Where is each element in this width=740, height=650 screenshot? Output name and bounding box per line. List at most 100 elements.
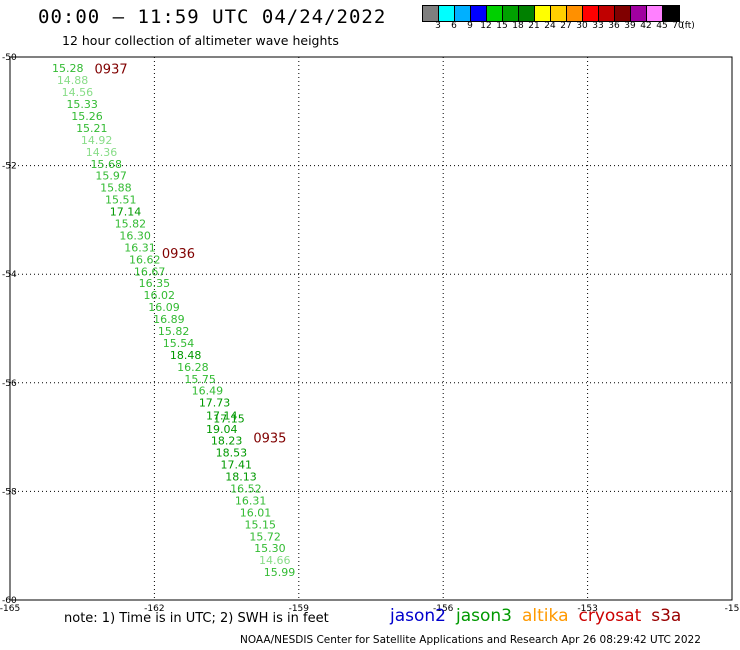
wave-height-label: 18.53 (216, 447, 248, 460)
wave-height-label: 15.33 (66, 98, 98, 111)
x-tick-label: -162 (144, 604, 164, 614)
wave-height-label: 15.75 (184, 373, 216, 386)
wave-height-label: 16.52 (230, 482, 262, 495)
wave-height-label: 17.14 (110, 206, 142, 219)
wave-height-label: 16.49 (192, 385, 224, 398)
legend-label: 70 (672, 21, 684, 31)
legend-label: 3 (435, 21, 441, 31)
legend-swatch (471, 6, 487, 21)
legend-swatch (423, 6, 439, 21)
wave-height-label: 16.31 (124, 241, 156, 254)
footnote: note: 1) Time is in UTC; 2) SWH is in fe… (64, 611, 329, 626)
legend-label: 6 (451, 21, 457, 31)
wave-height-label: 16.02 (143, 289, 175, 302)
legend-label: (ft) (681, 21, 695, 31)
legend-label: 27 (560, 21, 572, 31)
legend-label: 12 (480, 21, 492, 31)
legend-swatch (439, 6, 455, 21)
plot-frame (9, 56, 733, 601)
wave-height-label: 15.88 (100, 182, 132, 195)
legend-swatch (599, 6, 615, 21)
wave-height-label: 15.21 (76, 122, 108, 135)
satellite-altika: altika (522, 606, 569, 626)
legend-swatch (535, 6, 551, 21)
legend-swatch (583, 6, 599, 21)
legend-label: 33 (592, 21, 604, 31)
chart-title: 00:00 – 11:59 UTC 04/24/2022 (38, 6, 387, 28)
wave-height-label: 16.09 (148, 301, 180, 314)
legend-swatch (551, 6, 567, 21)
wave-height-label: 15.28 (52, 62, 84, 75)
wave-height-label: 15.26 (71, 110, 103, 123)
pass-time-label: 0936 (162, 247, 195, 262)
credit-line: NOAA/NESDIS Center for Satellite Applica… (240, 634, 701, 646)
y-tick-label: -58 (2, 487, 17, 497)
legend-swatch (663, 6, 679, 21)
wave-height-label: 16.67 (134, 265, 166, 278)
wave-height-label: 17.15 (213, 412, 245, 425)
satellite-jason2: jason2 (390, 606, 446, 626)
x-tick-label: -156 (433, 604, 454, 614)
wave-height-label: 15.54 (163, 337, 195, 350)
wave-height-label: 14.92 (81, 134, 113, 147)
wave-height-label: 15.82 (115, 218, 147, 231)
wave-height-label: 17.14 (206, 410, 238, 423)
wave-height-label: 18.23 (211, 435, 243, 448)
wave-height-label: 15.82 (158, 325, 190, 338)
x-tick-label: -165 (0, 604, 20, 614)
legend-label: 42 (640, 21, 652, 31)
legend-swatch (615, 6, 631, 21)
wave-height-label: 16.28 (177, 361, 209, 374)
y-tick-label: -56 (2, 379, 17, 389)
wave-height-label: 18.13 (225, 471, 257, 484)
wave-height-label: 19.04 (206, 423, 238, 436)
wave-height-label: 14.36 (86, 146, 118, 159)
satellite-jason3: jason3 (456, 606, 512, 626)
y-tick-label: -60 (2, 596, 17, 606)
legend-swatch (647, 6, 663, 21)
legend-swatch (487, 6, 503, 21)
wave-height-label: 14.56 (62, 86, 94, 99)
y-tick-label: -52 (2, 162, 17, 172)
y-tick-label: -54 (2, 270, 17, 280)
legend-label: 36 (608, 21, 620, 31)
wave-height-label: 15.30 (254, 542, 286, 555)
wave-height-label: 14.88 (57, 74, 89, 87)
color-legend-labels: 3 6 9 12 15 18 21 24 27 30 33 36 39 42 45 70 (ft) (422, 21, 740, 33)
legend-swatch (455, 6, 471, 21)
wave-height-label: 14.66 (259, 554, 291, 567)
wave-height-label: 15.72 (249, 530, 281, 543)
legend-label: 39 (624, 21, 636, 31)
satellite-legend: jason2 jason3 altika cryosat s3a (390, 606, 691, 626)
pass-time-label: 0937 (95, 62, 128, 77)
wave-height-label: 17.73 (199, 397, 231, 410)
legend-label: 18 (512, 21, 524, 31)
wave-height-label: 15.51 (105, 194, 137, 207)
legend-swatch (631, 6, 647, 21)
satellite-cryosat: cryosat (578, 606, 642, 626)
legend-label: 21 (528, 21, 540, 31)
x-tick-label: -15 (725, 604, 740, 614)
wave-height-label: 15.15 (245, 518, 277, 531)
wave-height-label: 16.35 (139, 277, 171, 290)
satellite-s3a: s3a (651, 606, 682, 626)
wave-height-label: 15.99 (264, 566, 296, 579)
legend-swatch (519, 6, 535, 21)
wave-height-label: 16.30 (119, 229, 151, 242)
legend-label: 9 (467, 21, 473, 31)
chart-subtitle: 12 hour collection of altimeter wave hei… (62, 33, 339, 48)
wave-height-label: 16.31 (235, 494, 267, 507)
legend-label: 24 (544, 21, 556, 31)
wave-height-label: 16.01 (240, 506, 272, 519)
wave-height-label: 17.41 (220, 459, 252, 472)
pass-time-label: 0935 (253, 432, 286, 447)
wave-height-label: 16.89 (153, 313, 185, 326)
y-tick-label: -50 (2, 53, 17, 63)
legend-swatch (503, 6, 519, 21)
legend-swatch (567, 6, 583, 21)
color-legend-bar (422, 5, 680, 22)
x-tick-label: -153 (577, 604, 597, 614)
wave-height-label: 15.97 (95, 170, 127, 183)
wave-height-label: 15.68 (91, 158, 123, 171)
